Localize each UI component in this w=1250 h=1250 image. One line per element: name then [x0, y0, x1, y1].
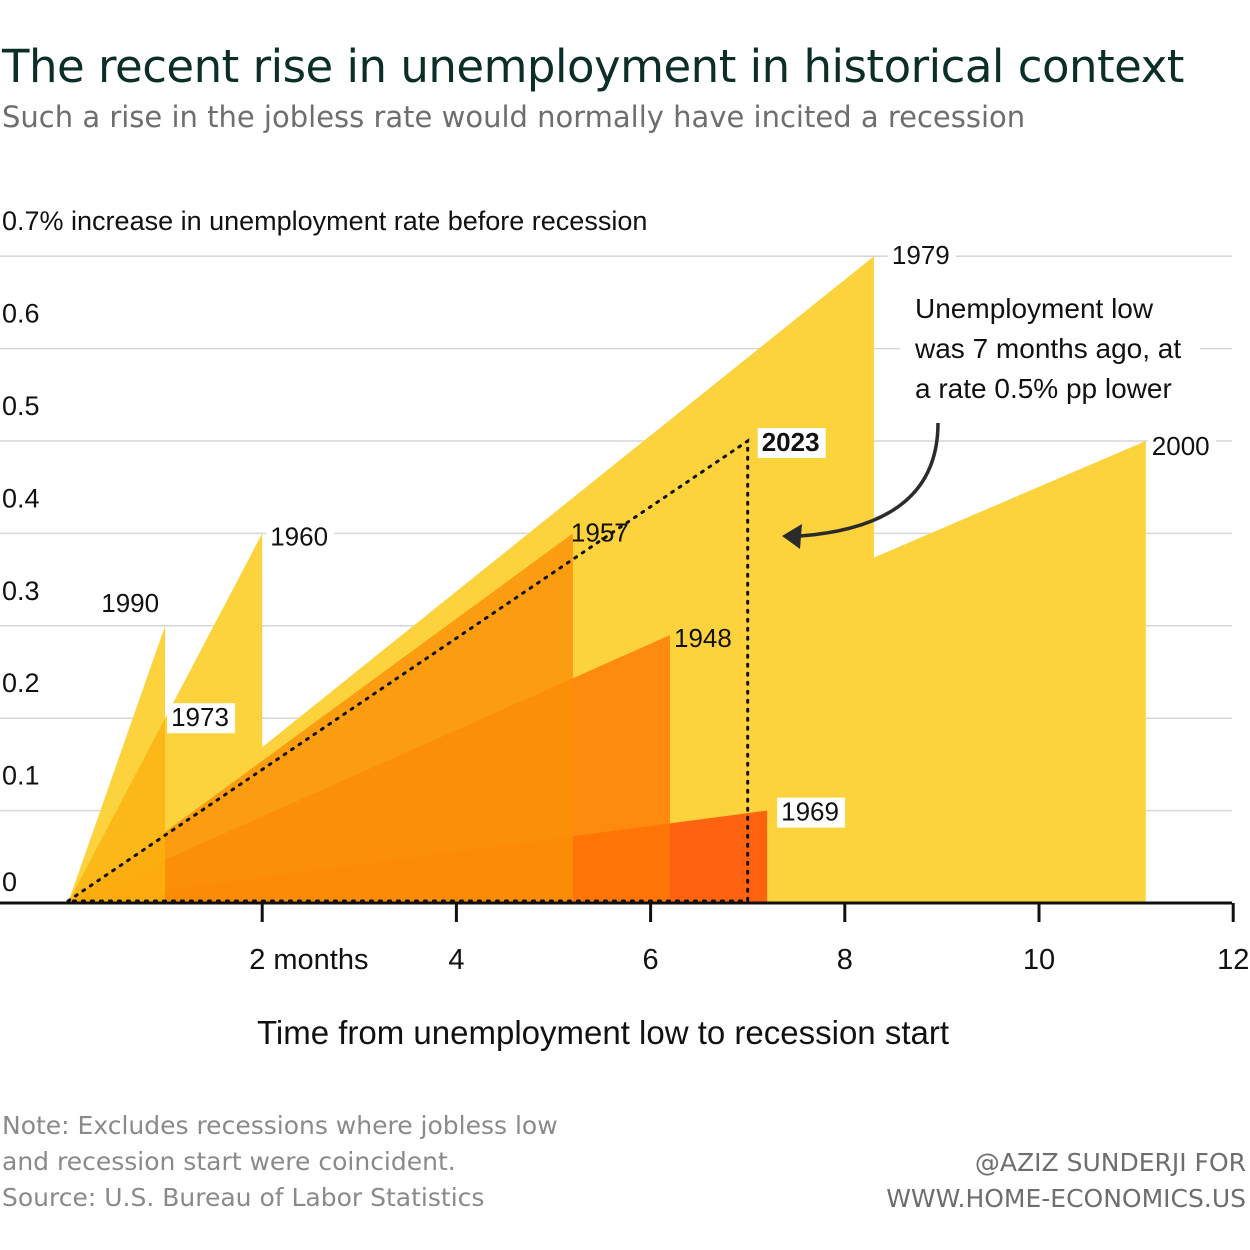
y-tick-label-4: 0.4	[2, 483, 40, 513]
chart-subtitle: Such a rise in the jobless rate would no…	[2, 100, 1026, 134]
annotation-line-1: Unemployment low	[915, 293, 1154, 324]
credit: @AZIZ SUNDERJI FOR WWW.HOME-ECONOMICS.US	[886, 1145, 1246, 1217]
footnote: Note: Excludes recessions where jobless …	[2, 1108, 558, 1216]
y-tick-label-7: 0.7% increase in unemployment rate befor…	[2, 206, 647, 236]
y-tick-label-0: 0	[2, 867, 17, 897]
x-axis-title: Time from unemployment low to recession …	[257, 1014, 949, 1051]
y-tick-label-1: 0.1	[2, 761, 40, 791]
label-bg-2023	[757, 428, 826, 458]
label-bg-1990	[95, 588, 164, 619]
x-tick-label-3: 8	[837, 944, 853, 976]
series-label-1973: 1973	[171, 702, 229, 732]
series-1979-area	[68, 256, 874, 903]
series-2023-outline	[66, 438, 750, 903]
chart-title: The recent rise in unemployment in histo…	[2, 40, 1184, 93]
recession-areas	[68, 256, 1146, 903]
annotation-arrowhead-icon	[782, 524, 802, 549]
x-tick-label-2: 6	[643, 944, 659, 976]
series-label-1979: 1979	[892, 240, 950, 270]
current-cycle	[66, 438, 750, 903]
note-line-1: Note: Excludes recessions where jobless …	[2, 1111, 558, 1140]
annotation-bg	[900, 286, 1200, 410]
series-label-2023: 2023	[762, 427, 820, 457]
label-bg-1969	[777, 797, 846, 828]
label-bg-2000	[1147, 432, 1216, 462]
series-labels: 2000 1979 1960 1990 1969 1948 1957 1973 2023	[95, 240, 1216, 828]
annotation: Unemployment low was 7 months ago, at a ra…	[782, 293, 1181, 549]
label-bg-1960	[266, 522, 335, 553]
series-label-1969: 1969	[781, 797, 839, 827]
series-label-2000: 2000	[1152, 431, 1210, 461]
source-line: Source: U.S. Bureau of Labor Statistics	[2, 1183, 485, 1212]
label-bg-1973	[167, 703, 236, 734]
x-tick-label-0: 2 months	[249, 944, 368, 976]
x-tick-label-5: 12	[1217, 944, 1249, 976]
y-tick-label-2: 0.2	[2, 668, 40, 698]
note-line-2: and recession start were coincident.	[2, 1147, 456, 1176]
annotation-2023: Unemployment low was 7 months ago, at a ra…	[782, 293, 1181, 549]
axes: 0 0.1 0.2 0.3 0.4 0.5 0.6 0.7% increase in unem…	[2, 206, 1249, 1051]
x-tick-label-1: 4	[448, 944, 464, 976]
series-1973-area	[68, 718, 166, 903]
annotation-arrow-icon	[799, 422, 940, 538]
series-label-1948: 1948	[674, 623, 732, 653]
y-tick-label-3: 0.3	[2, 576, 40, 606]
series-label-1957: 1957	[571, 517, 629, 547]
x-tick-label-4: 10	[1023, 944, 1055, 976]
credit-line-2: WWW.HOME-ECONOMICS.US	[886, 1184, 1246, 1213]
series-1957-area	[68, 533, 573, 903]
annotation-line-3: a rate 0.5% pp lower	[915, 373, 1172, 404]
annotation-line-2: was 7 months ago, at	[914, 333, 1181, 364]
series-label-1990: 1990	[101, 588, 159, 618]
credit-line-1: @AZIZ SUNDERJI FOR	[974, 1148, 1246, 1177]
y-tick-label-5: 0.5	[2, 391, 40, 421]
unemployment-chart: 2000 1979 1960 1990 1969 1948 1957 1973 2023 0 0.…	[0, 206, 1249, 1051]
label-bg-1979	[887, 241, 956, 272]
y-tick-label-6: 0.6	[2, 299, 40, 329]
series-label-1960: 1960	[270, 521, 328, 551]
